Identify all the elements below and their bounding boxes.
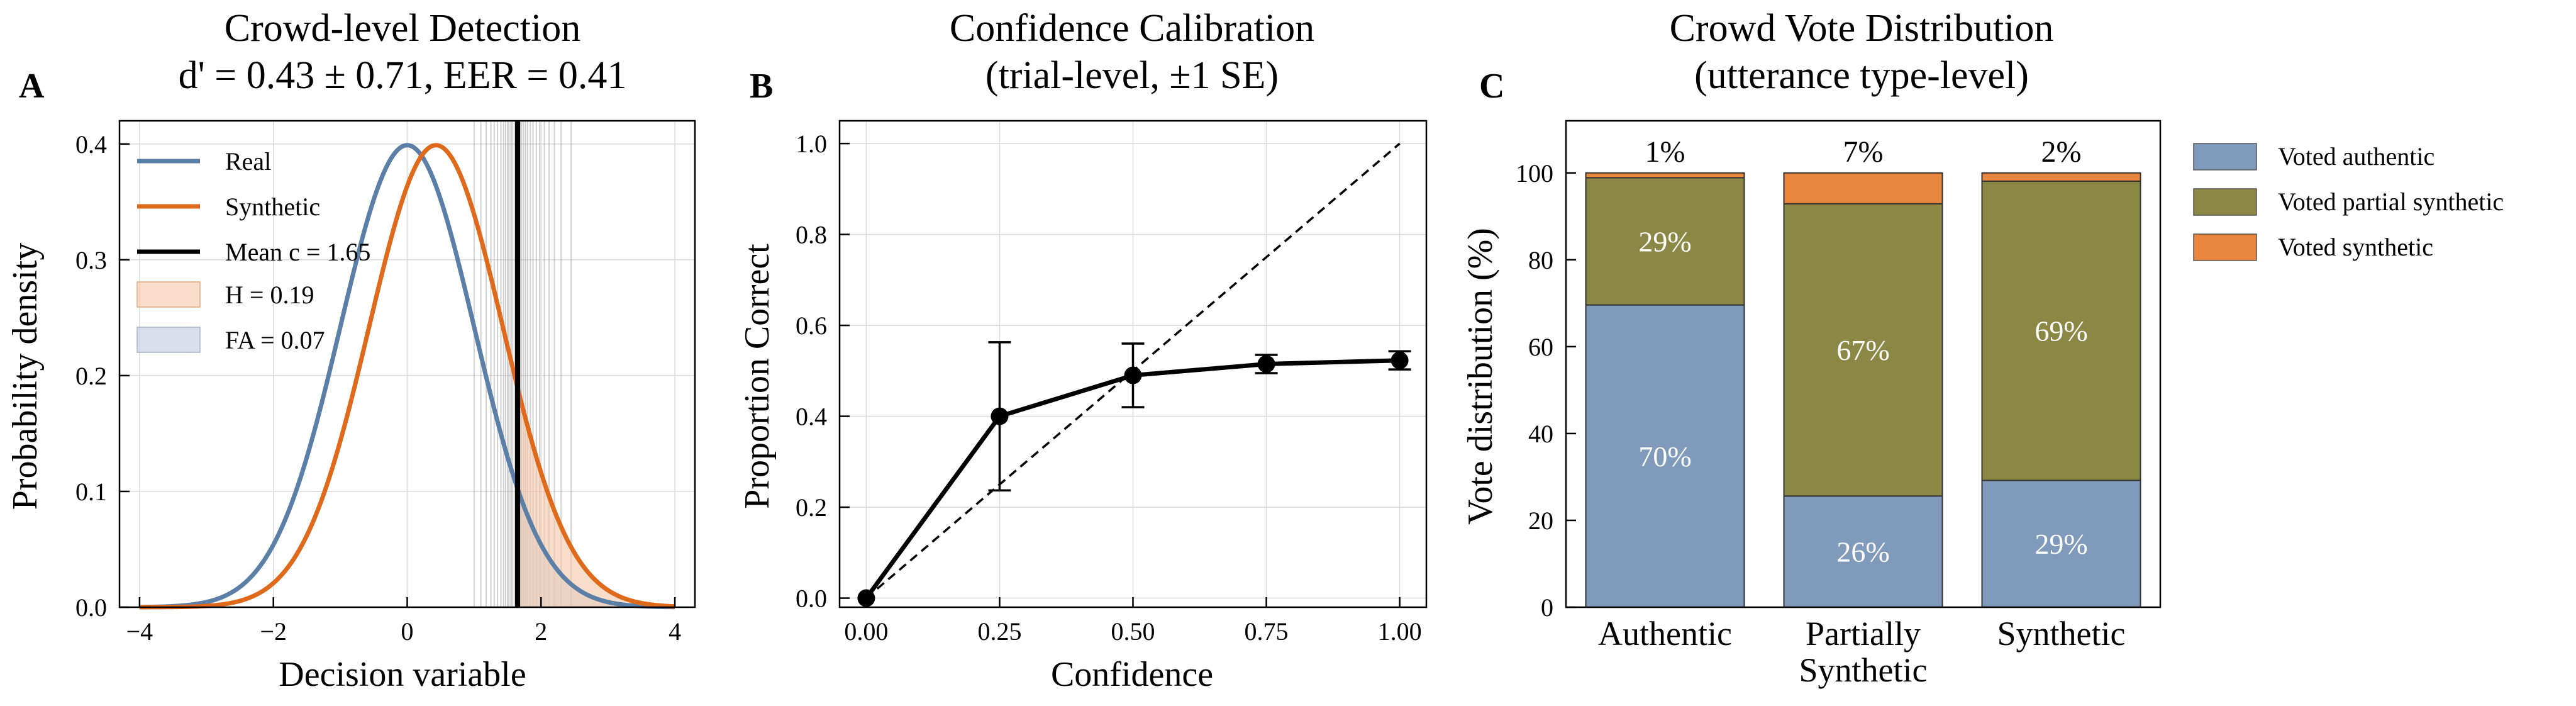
panel-c-legend: Voted authentic Voted partial synthetic … xyxy=(2193,142,2504,261)
bar-segment xyxy=(1783,203,1943,497)
panel-c-title-line-1: Crowd Vote Distribution xyxy=(1670,7,2054,50)
legend-real-label: Real xyxy=(225,147,271,176)
bar-segment-label: 29% xyxy=(1638,226,1691,258)
category-label: Synthetic xyxy=(1799,651,1928,689)
x-tick-label: 0.50 xyxy=(1111,617,1155,646)
legend-voted-partial-synthetic-patch xyxy=(2193,188,2257,216)
panel-b-x-axis-label: Confidence xyxy=(1051,655,1213,694)
panel-a-title-line-1: Crowd-level Detection xyxy=(225,7,580,50)
x-tick-label: 1.00 xyxy=(1378,617,1422,646)
panel-b-y-axis-label: Proportion Correct xyxy=(738,244,777,509)
x-tick-label: 2 xyxy=(535,617,547,646)
bar-segment-label: 29% xyxy=(2035,528,2087,560)
panel-b-points xyxy=(857,341,1411,607)
panel-c-bars: 70%29%1%Authentic26%67%7%PartiallySynthe… xyxy=(1585,135,2141,689)
bar-segment xyxy=(1783,172,1943,205)
panel-a-hit-area xyxy=(518,388,675,607)
bar-segment xyxy=(1981,180,2141,481)
bar-segment xyxy=(1981,479,2141,608)
category-label: Partially xyxy=(1806,615,1921,653)
y-tick-label: 0.2 xyxy=(75,362,107,390)
panel-a-real-curve xyxy=(139,143,675,610)
y-tick-label: 0.0 xyxy=(796,585,827,613)
legend-voted-authentic-label: Voted authentic xyxy=(2278,142,2434,171)
x-tick-label: 0 xyxy=(401,617,414,646)
legend-hit-label: H = 0.19 xyxy=(225,281,314,309)
panel-b-title-line-2: (trial-level, ±1 SE) xyxy=(985,54,1279,97)
bar-segment xyxy=(1585,304,1745,608)
x-tick-label: 4 xyxy=(669,617,681,646)
y-tick-label: 20 xyxy=(1528,507,1553,535)
bar-segment xyxy=(1585,172,1745,179)
panel-a-synthetic-curve xyxy=(139,143,675,610)
bar-segment-label: 69% xyxy=(2035,315,2087,347)
panel-c: C Crowd Vote Distribution (utterance typ… xyxy=(1461,7,2504,689)
bar-segment xyxy=(1585,177,1745,306)
legend-voted-synthetic-patch xyxy=(2193,233,2257,261)
panel-a-legend: Real Synthetic Mean c = 1.65 H = 0.19 FA… xyxy=(136,147,370,354)
panel-c-plot-frame xyxy=(1565,120,2162,608)
x-tick-label: −4 xyxy=(126,617,153,646)
y-tick-label: 0.4 xyxy=(796,403,827,431)
panel-c-letter: C xyxy=(1479,67,1504,106)
data-point xyxy=(1391,351,1409,369)
legend-voted-authentic-patch xyxy=(2193,143,2257,171)
y-tick-label: 0.4 xyxy=(75,130,107,159)
x-tick-label: 0.75 xyxy=(1245,617,1289,646)
y-tick-label: 80 xyxy=(1528,246,1553,274)
panel-b: B Confidence Calibration (trial-level, ±… xyxy=(738,7,1428,694)
y-tick-label: 0.3 xyxy=(75,246,107,274)
bar-segment xyxy=(1783,495,1943,608)
category-label: Synthetic xyxy=(1997,615,2126,653)
y-tick-label: 40 xyxy=(1528,420,1553,448)
panel-a-grid xyxy=(119,121,695,608)
panel-c-y-axis-label: Vote distribution (%) xyxy=(1461,228,1500,525)
y-tick-label: 0.1 xyxy=(75,478,107,506)
y-tick-label: 0 xyxy=(1541,593,1553,622)
panel-a-letter: A xyxy=(19,67,45,106)
panel-b-letter: B xyxy=(750,67,773,106)
panel-a-x-axis-label: Decision variable xyxy=(279,655,526,694)
legend-false-alarm-label: FA = 0.07 xyxy=(225,326,325,354)
data-point xyxy=(1124,366,1142,384)
x-tick-label: −2 xyxy=(260,617,287,646)
y-tick-label: 0.2 xyxy=(796,493,827,522)
legend-voted-partial-synthetic-label: Voted partial synthetic xyxy=(2278,188,2504,216)
y-tick-label: 0.8 xyxy=(796,221,827,249)
legend-voted-synthetic-label: Voted synthetic xyxy=(2278,233,2433,261)
panel-a-ticks: −4 −2 0 2 4 0.0 0.1 0.2 0.3 0.4 xyxy=(75,130,681,646)
y-tick-label: 1.0 xyxy=(796,130,827,158)
panel-a-title-line-2: d' = 0.43 ± 0.71, EER = 0.41 xyxy=(179,54,627,97)
bar-top-label: 2% xyxy=(2041,135,2082,169)
legend-hit-patch xyxy=(136,281,201,308)
bar-segment-label: 67% xyxy=(1836,334,1889,366)
x-tick-label: 0.25 xyxy=(977,617,1021,646)
x-tick-label: 0.00 xyxy=(844,617,888,646)
legend-synthetic-label: Synthetic xyxy=(225,193,320,221)
panel-a: A Crowd-level Detection d' = 0.43 ± 0.71… xyxy=(6,7,696,694)
y-tick-label: 0.6 xyxy=(796,311,827,340)
panel-c-title-line-2: (utterance type-level) xyxy=(1694,54,2029,97)
bar-top-label: 1% xyxy=(1645,135,1685,169)
panel-b-ticks: 0.00 0.25 0.50 0.75 1.00 0.0 0.2 0.4 0.6 0.8 1.0 xyxy=(796,130,1422,646)
bar-segment-label: 70% xyxy=(1638,440,1691,473)
data-point xyxy=(1257,355,1275,373)
y-tick-label: 0.0 xyxy=(75,593,107,622)
bar-segment xyxy=(1981,172,2141,182)
legend-mean-label: Mean c = 1.65 xyxy=(225,238,370,266)
legend-false-alarm-patch xyxy=(136,327,201,353)
bar-segment-label: 26% xyxy=(1836,536,1889,568)
data-point xyxy=(991,407,1009,425)
panel-b-title-line-1: Confidence Calibration xyxy=(950,7,1314,50)
y-tick-label: 60 xyxy=(1528,333,1553,361)
bar-top-label: 7% xyxy=(1843,135,1884,169)
y-tick-label: 100 xyxy=(1516,159,1553,188)
category-label: Authentic xyxy=(1598,615,1732,653)
panel-a-y-axis-label: Probability density xyxy=(6,243,45,510)
panel-c-ticks: 0 20 40 60 80 100 xyxy=(1516,159,1576,622)
